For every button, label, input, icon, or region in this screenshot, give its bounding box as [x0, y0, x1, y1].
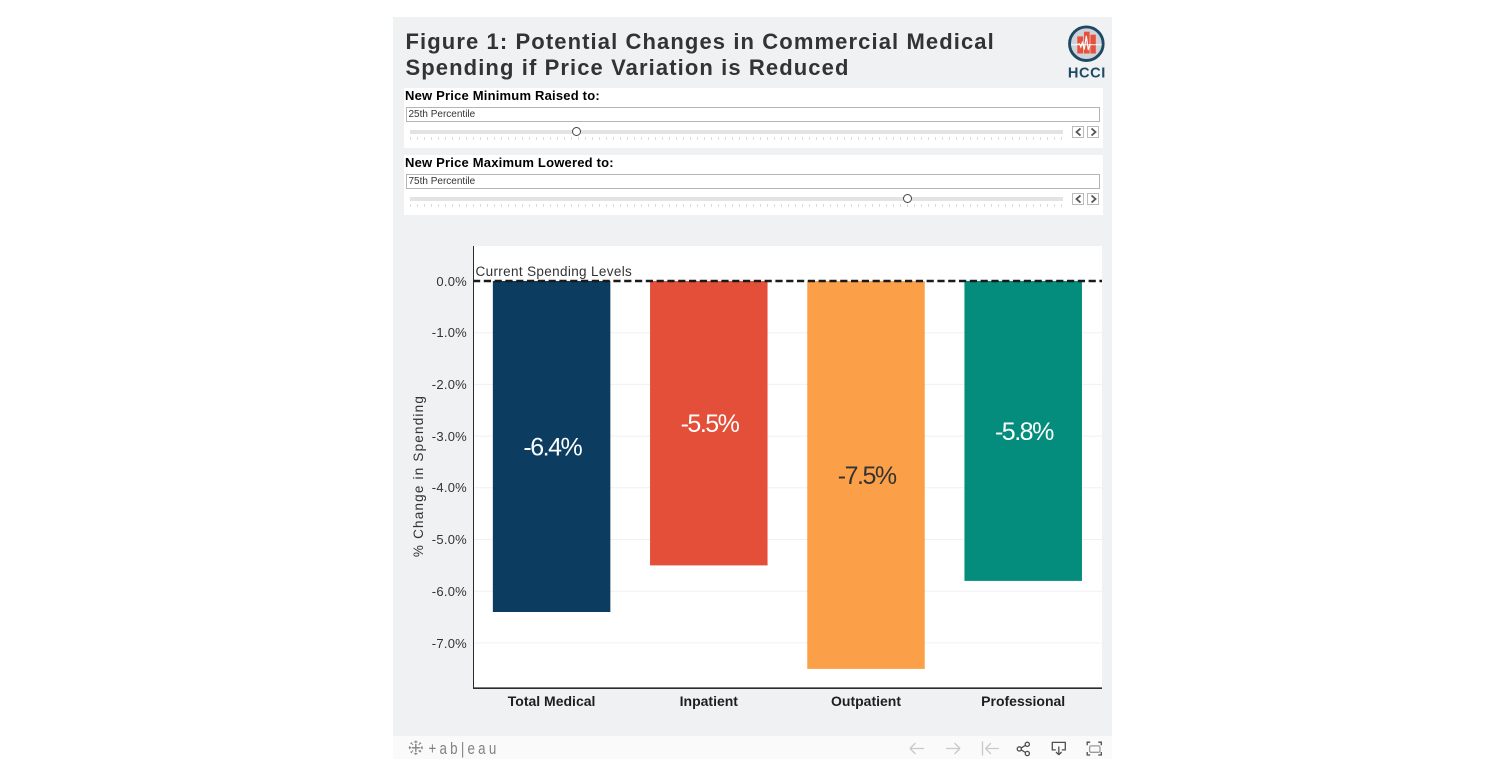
svg-text:-5.5%: -5.5% [681, 410, 740, 438]
svg-text:HCCI: HCCI [1067, 66, 1105, 82]
svg-text:Current Spending Levels: Current Spending Levels [476, 264, 633, 279]
svg-text:-6.4%: -6.4% [523, 434, 582, 462]
svg-text:-7.5%: -7.5% [838, 462, 897, 490]
svg-text:+ab|eau: +ab|eau [429, 740, 500, 758]
svg-text:-5.8%: -5.8% [995, 418, 1054, 446]
